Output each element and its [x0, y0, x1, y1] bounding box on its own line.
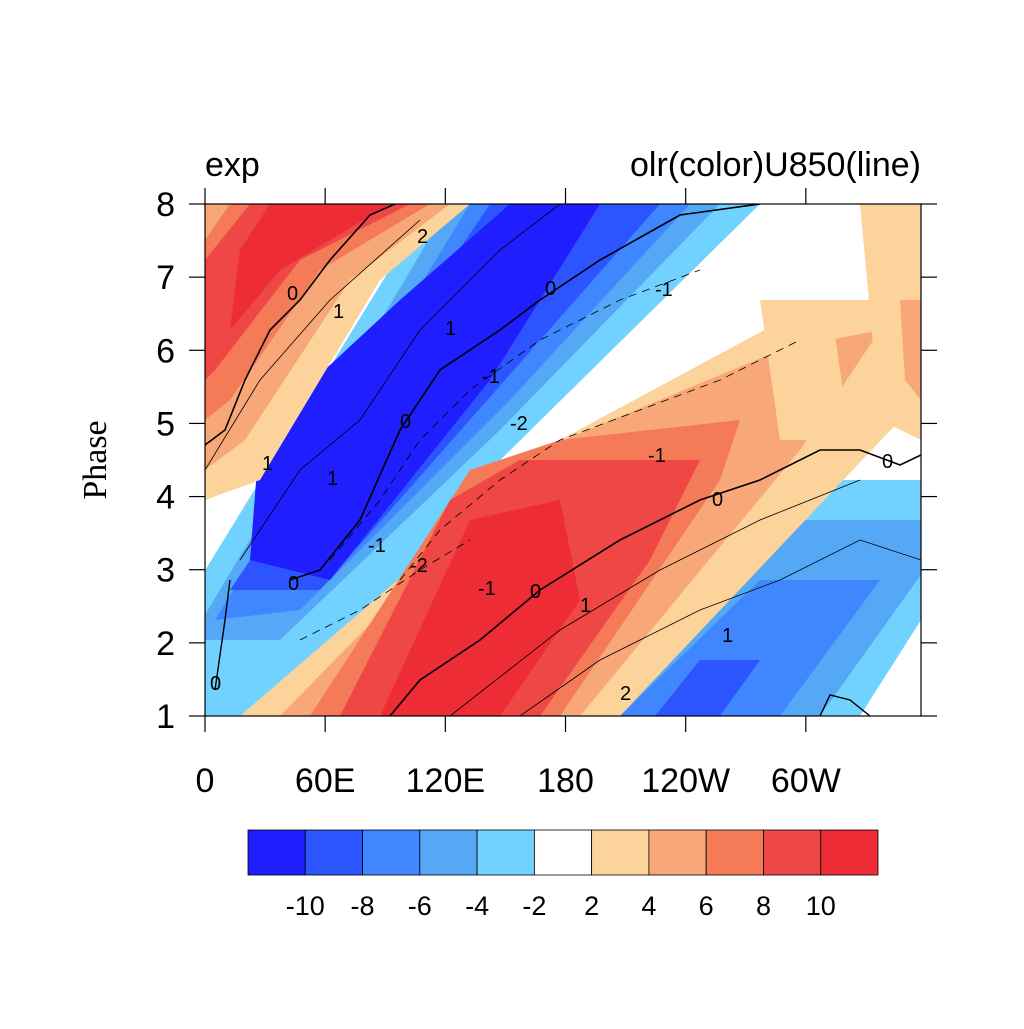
colorbar-swatch — [247, 829, 306, 876]
y-tick-label: 5 — [156, 405, 175, 443]
title-left: exp — [205, 146, 260, 184]
colorbar-swatch — [820, 829, 879, 876]
plot-frame — [204, 203, 922, 717]
contour-label: 1 — [580, 595, 591, 617]
colorbar-label: -10 — [286, 891, 325, 921]
colorbar-swatch — [591, 829, 650, 876]
contour-labels: 0 0 0 0 0 0 0 0 1 1 1 1 1 1 2 2 -2 -2 -1… — [210, 226, 893, 705]
colorbar-swatch — [648, 829, 707, 876]
contour-label: 0 — [400, 411, 411, 433]
contour-label: 2 — [417, 226, 428, 248]
colorbar-label: 10 — [806, 891, 836, 921]
contour-label: 0 — [545, 278, 556, 300]
colorbar-swatch — [476, 829, 535, 876]
contour-label: 0 — [210, 673, 221, 695]
contour-label: 0 — [530, 581, 541, 603]
colorbar-label: -8 — [351, 891, 375, 921]
y-tick-label: 2 — [156, 625, 175, 663]
y-tick-label: 1 — [156, 698, 175, 736]
title-right: olr(color)U850(line) — [630, 146, 921, 184]
x-tick-label: 120E — [406, 762, 485, 800]
y-tick-label: 4 — [156, 479, 175, 517]
contours — [205, 204, 921, 716]
x-tick-label: 180 — [537, 762, 594, 800]
colorbar-swatch — [763, 829, 822, 876]
y-tick-label: 3 — [156, 552, 175, 590]
field — [205, 204, 921, 716]
contour-label: -1 — [655, 279, 673, 301]
contour-label: 1 — [445, 318, 456, 340]
colorbar-swatch — [705, 829, 764, 876]
colorbar-label: 6 — [699, 891, 714, 921]
x-tick-label: 120W — [641, 762, 730, 800]
contour-label: 1 — [327, 468, 338, 490]
contour-label: -2 — [510, 413, 528, 435]
x-tick-label: 0 — [196, 762, 215, 800]
colorbar-swatch — [362, 829, 421, 876]
contour-label: 0 — [882, 451, 893, 473]
contour-label: 1 — [262, 453, 273, 475]
colorbar-swatch — [304, 829, 363, 876]
colorbar-label: 8 — [756, 891, 771, 921]
colorbar-label: 2 — [584, 891, 599, 921]
contour-label: 1 — [722, 625, 733, 647]
colorbar-swatch — [533, 829, 593, 876]
contour-label: -1 — [478, 578, 496, 600]
colorbar-label: 4 — [641, 891, 656, 921]
colorbar-label: -2 — [522, 891, 546, 921]
x-tick-label: 60E — [295, 762, 356, 800]
x-tick-label: 60W — [771, 762, 841, 800]
colorbar-swatch — [419, 829, 478, 876]
colorbar-label: -6 — [408, 891, 432, 921]
y-tick-label: 7 — [156, 259, 175, 297]
contour-label: -1 — [482, 366, 500, 388]
y-tick-label: 6 — [156, 332, 175, 370]
colorbar-label: -4 — [465, 891, 489, 921]
contour-label: -1 — [368, 535, 386, 557]
contour-label: 0 — [712, 489, 723, 511]
contour-label: 0 — [287, 283, 298, 305]
contour-label: 1 — [333, 301, 344, 323]
contour-label: 2 — [620, 683, 631, 705]
y-tick-label: 8 — [156, 186, 175, 224]
contour-label: -2 — [410, 555, 428, 577]
y-axis-label: Phase — [77, 420, 114, 499]
contour-label: -1 — [648, 445, 666, 467]
contour-label: 0 — [288, 573, 299, 595]
